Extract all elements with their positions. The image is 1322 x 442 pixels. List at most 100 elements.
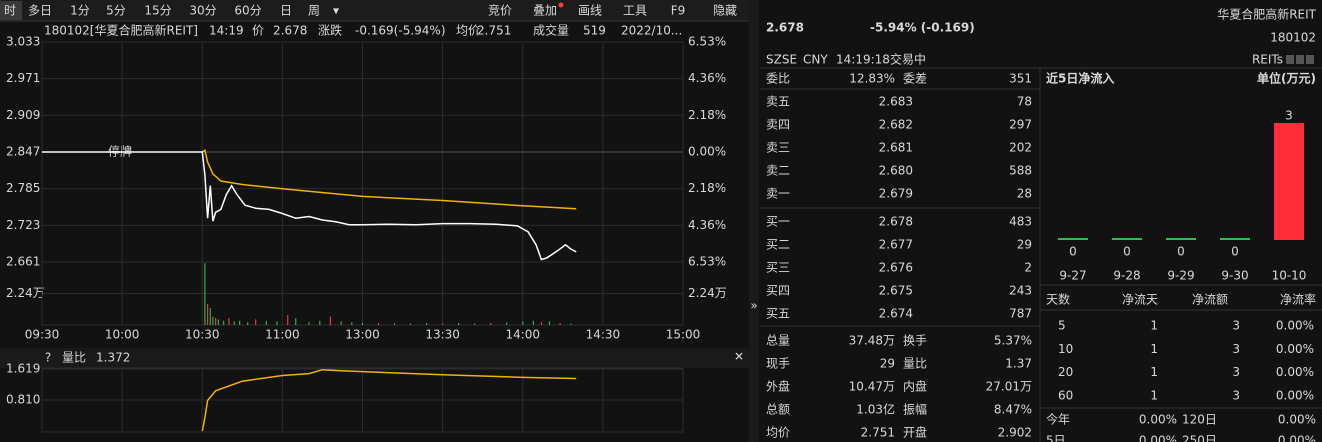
table-cell: 20 — [1058, 365, 1073, 379]
table-cell: 0.00% — [1276, 319, 1314, 333]
help-icon[interactable]: ? — [45, 351, 51, 365]
tab[interactable]: 30分 — [189, 4, 216, 18]
inflow-bar — [1274, 123, 1304, 240]
tool-button[interactable]: 竞价 — [488, 4, 512, 18]
y-tick-label: 2.909 — [6, 108, 40, 122]
field-label: 开盘 — [903, 425, 927, 440]
y-tick-label: 2.723 — [6, 218, 40, 232]
x-tick-label: 9-27 — [1059, 269, 1086, 283]
collapse-icon[interactable]: » — [750, 299, 757, 313]
field-value: 29 — [880, 357, 895, 371]
tab[interactable]: 1分 — [70, 4, 90, 18]
field-value: 5.37% — [994, 334, 1032, 348]
tab[interactable]: 周 — [308, 4, 320, 18]
volume-bar — [223, 320, 225, 325]
pct-tick-label: 6.53% — [688, 255, 726, 269]
x-tick-label: 10-10 — [1272, 269, 1307, 283]
close-icon[interactable]: ✕ — [734, 350, 744, 364]
volume-bar — [361, 322, 364, 325]
table-header: 净流额 — [1192, 293, 1228, 307]
field-label: 250日 — [1182, 434, 1217, 442]
info-field: 成交量 — [533, 23, 569, 38]
level-volume: 2 — [1024, 261, 1032, 275]
series-line — [201, 148, 577, 210]
volume-bar — [276, 321, 278, 325]
table-cell: 0.00% — [1276, 388, 1314, 402]
level-price: 2.677 — [879, 238, 913, 252]
tab[interactable]: 15分 — [144, 4, 171, 18]
volume-bar — [228, 317, 230, 325]
x-tick-label: 14:00 — [505, 328, 540, 342]
level-volume: 787 — [1009, 307, 1032, 321]
info-field: -0.169(-5.94%) — [355, 24, 446, 38]
volume-bar — [351, 322, 353, 325]
volume-bar — [204, 263, 206, 325]
tool-button[interactable]: 叠加 — [533, 4, 557, 18]
x-tick-label: 11:00 — [265, 328, 300, 342]
value-label: 0 — [1069, 245, 1077, 259]
level-price: 2.675 — [879, 284, 913, 298]
icon[interactable] — [1306, 55, 1314, 64]
info-field: 均价 — [456, 24, 480, 38]
icon[interactable] — [1286, 55, 1294, 64]
x-tick-label: 13:00 — [345, 328, 380, 342]
dropdown-icon[interactable]: ▾ — [333, 4, 339, 18]
tab[interactable]: 5分 — [106, 4, 126, 18]
volume-bar — [212, 316, 214, 325]
tab[interactable]: 日 — [280, 4, 292, 18]
tool-button[interactable]: 画线 — [578, 4, 602, 18]
volume-bar — [377, 322, 380, 325]
table-cell: 5 — [1058, 319, 1066, 333]
field-value: 1.37 — [1005, 357, 1032, 371]
field-label: 量比 — [903, 357, 927, 371]
x-tick-label: 09:30 — [25, 328, 60, 342]
splitter[interactable] — [749, 0, 759, 442]
volume-bar — [393, 323, 396, 325]
panel-title: 近5日净流入 — [1046, 71, 1114, 86]
tab[interactable]: 多日 — [28, 4, 52, 18]
info-field: 180102[华夏合肥高新REIT] — [44, 23, 198, 38]
tool-button[interactable]: 隐藏 — [713, 4, 737, 18]
tool-button[interactable]: 工具 — [623, 4, 647, 18]
level-label: 买三 — [766, 261, 790, 275]
active-tab — [0, 1, 22, 20]
field-label: 均价 — [766, 426, 790, 440]
field-label: 总量 — [766, 334, 790, 348]
table-cell: 0.00% — [1276, 342, 1314, 356]
y-tick-label: 3.033 — [6, 35, 40, 49]
level-volume: 78 — [1017, 95, 1032, 109]
volume-bar — [532, 320, 535, 325]
level-label: 买一 — [766, 215, 790, 229]
field-value: 351 — [1009, 72, 1032, 86]
level-volume: 243 — [1009, 284, 1032, 298]
table-cell: 60 — [1058, 388, 1073, 402]
tag: REITs — [1252, 53, 1283, 67]
icon[interactable] — [1296, 55, 1304, 64]
level-price: 2.683 — [879, 95, 913, 109]
volume-bar — [570, 323, 572, 325]
level-label: 买四 — [766, 284, 790, 298]
pct-tick-label: 4.36% — [688, 71, 726, 85]
field-label: 外盘 — [766, 379, 790, 394]
y-tick-label: 1.619 — [6, 361, 40, 375]
meta: SZSE — [766, 53, 797, 67]
volume-bar — [255, 319, 257, 325]
meta: 交易中 — [890, 52, 926, 67]
table-header: 净流率 — [1280, 292, 1316, 307]
level-price: 2.674 — [879, 307, 913, 321]
volume-bar — [239, 320, 241, 325]
table-cell: 3 — [1232, 388, 1240, 402]
volume-bar — [308, 322, 310, 325]
tool-button[interactable]: F9 — [671, 4, 686, 18]
field-value: 12.83% — [849, 72, 895, 86]
volume-bar — [247, 322, 249, 325]
tab[interactable]: 60分 — [234, 4, 261, 18]
tab[interactable]: 时 — [4, 4, 16, 18]
series-line — [201, 368, 577, 432]
indicator-value: 1.372 — [96, 351, 130, 365]
info-field: 2.678 — [273, 24, 307, 38]
level-label: 卖五 — [766, 95, 790, 109]
level-volume: 297 — [1009, 118, 1032, 132]
volume-bar — [340, 321, 342, 325]
unit: 单位(万元) — [1257, 71, 1316, 86]
